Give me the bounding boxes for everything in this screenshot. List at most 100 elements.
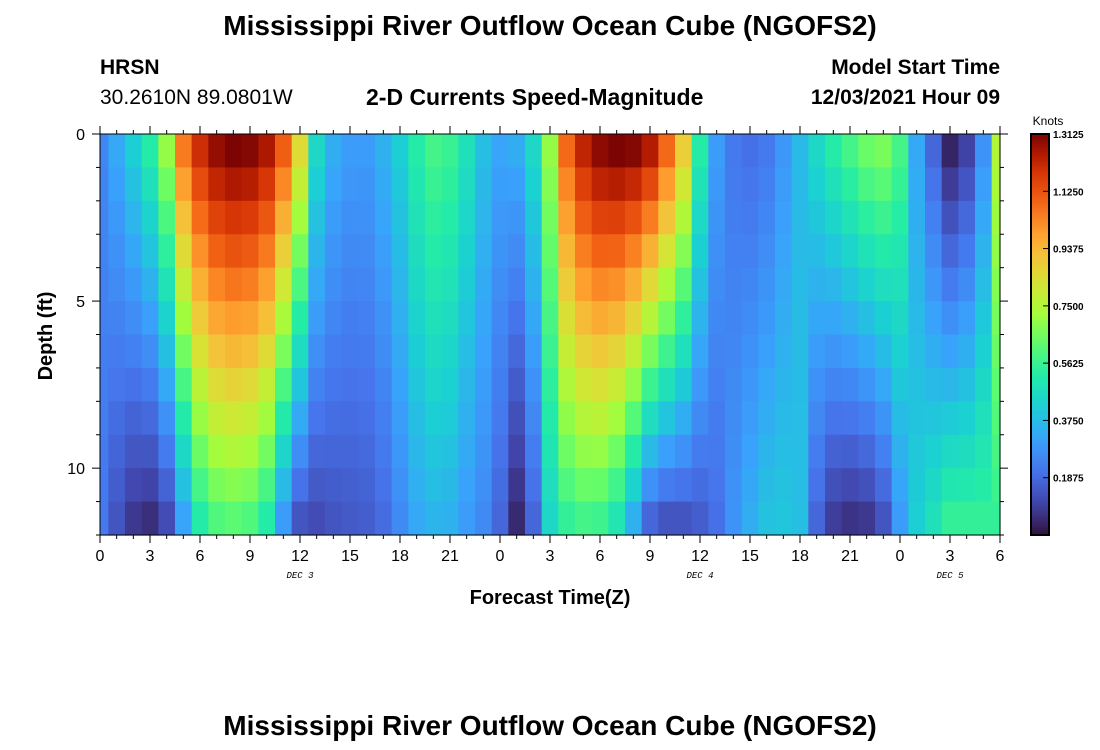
heatmap-cell [125,134,143,169]
heatmap-cell [158,134,176,169]
heatmap-cell [925,134,943,169]
x-tick-label: 3 [946,548,955,565]
heatmap-cell [325,367,343,402]
heatmap-cell [425,134,443,169]
heatmap-cell [608,334,626,369]
heatmap-cell [708,367,726,402]
heatmap-cell [625,167,643,202]
heatmap-cell [475,434,493,469]
heatmap-cell [508,501,526,536]
heatmap-cell [691,367,709,402]
heatmap-cell [108,267,126,302]
heatmap-cell [725,134,743,169]
heatmap-cell [258,367,276,402]
heatmap-cell [275,167,293,202]
heatmap-cell [525,367,543,402]
heatmap-cell [158,234,176,269]
heatmap-cell [108,501,126,536]
heatmap-cell [825,367,843,402]
heatmap-cell [858,267,876,302]
chart-subtitle: 2-D Currents Speed-Magnitude [366,84,704,110]
heatmap-cell [941,234,959,269]
heatmap-cell [408,367,426,402]
heatmap-cell [275,200,293,235]
heatmap-cell [175,134,193,169]
heatmap-cell [625,501,643,536]
heatmap-cell [791,367,809,402]
heatmap-cell [341,267,359,302]
heatmap-cell [458,434,476,469]
heatmap-cell [941,401,959,436]
heatmap-cell [458,301,476,336]
heatmap-cell [158,267,176,302]
heatmap-cell [591,200,609,235]
heatmap-cell [108,234,126,269]
x-tick-label: 9 [246,548,255,565]
heatmap-cell [641,468,659,503]
heatmap-cell [758,468,776,503]
heatmap-cell [491,200,509,235]
heatmap-cell [925,167,943,202]
heatmap-cell [941,267,959,302]
heatmap-cell [541,501,559,536]
heatmap-cell [208,134,226,169]
heatmap-cell [291,167,309,202]
heatmap-cell [775,434,793,469]
heatmap-cell [958,434,976,469]
heatmap-cell [275,267,293,302]
heatmap-cell [958,334,976,369]
heatmap-cell [225,134,243,169]
heatmap-cell [675,134,693,169]
heatmap-cell [308,234,326,269]
heatmap-cell [975,134,993,169]
heatmap-cell [100,401,109,436]
heatmap-cell [408,334,426,369]
heatmap-cell [941,334,959,369]
heatmap-cell [458,367,476,402]
heatmap-cell [658,334,676,369]
heatmap-cell [941,468,959,503]
heatmap-cell [241,267,259,302]
heatmap-cell [925,468,943,503]
date-label: DEC 3 [286,571,314,581]
heatmap-cell [925,200,943,235]
heatmap-cell [841,234,859,269]
heatmap-cell [791,501,809,536]
heatmap-cell [108,200,126,235]
heatmap-cell [808,434,826,469]
heatmap-cell [108,334,126,369]
heatmap-cell [908,134,926,169]
heatmap-cell [541,301,559,336]
heatmap-cell [191,434,209,469]
heatmap-cell [100,434,109,469]
heatmap-cell [458,468,476,503]
heatmap-cell [958,501,976,536]
heatmap-cell [825,501,843,536]
heatmap-cell [741,501,759,536]
heatmap-cell [141,401,159,436]
x-tick-label: 18 [791,548,809,565]
heatmap-cell [358,167,376,202]
heatmap-cell [258,200,276,235]
heatmap-cell [991,367,1001,402]
heatmap-cell [425,267,443,302]
heatmap-cell [275,434,293,469]
heatmap-cell [291,434,309,469]
heatmap-cell [325,234,343,269]
heatmap-cell [158,367,176,402]
heatmap-cell [191,234,209,269]
heatmap-cell [508,334,526,369]
heatmap-cell [100,301,109,336]
heatmap-cell [608,501,626,536]
heatmap-cell [791,468,809,503]
heatmap-cell [808,367,826,402]
heatmap-cell [875,401,893,436]
heatmap-cell [141,200,159,235]
heatmap-cell [675,267,693,302]
heatmap-cell [258,334,276,369]
heatmap-cell [758,434,776,469]
heatmap-cell [158,401,176,436]
heatmap-cell [491,167,509,202]
heatmap-cell [808,301,826,336]
heatmap-cell [758,267,776,302]
